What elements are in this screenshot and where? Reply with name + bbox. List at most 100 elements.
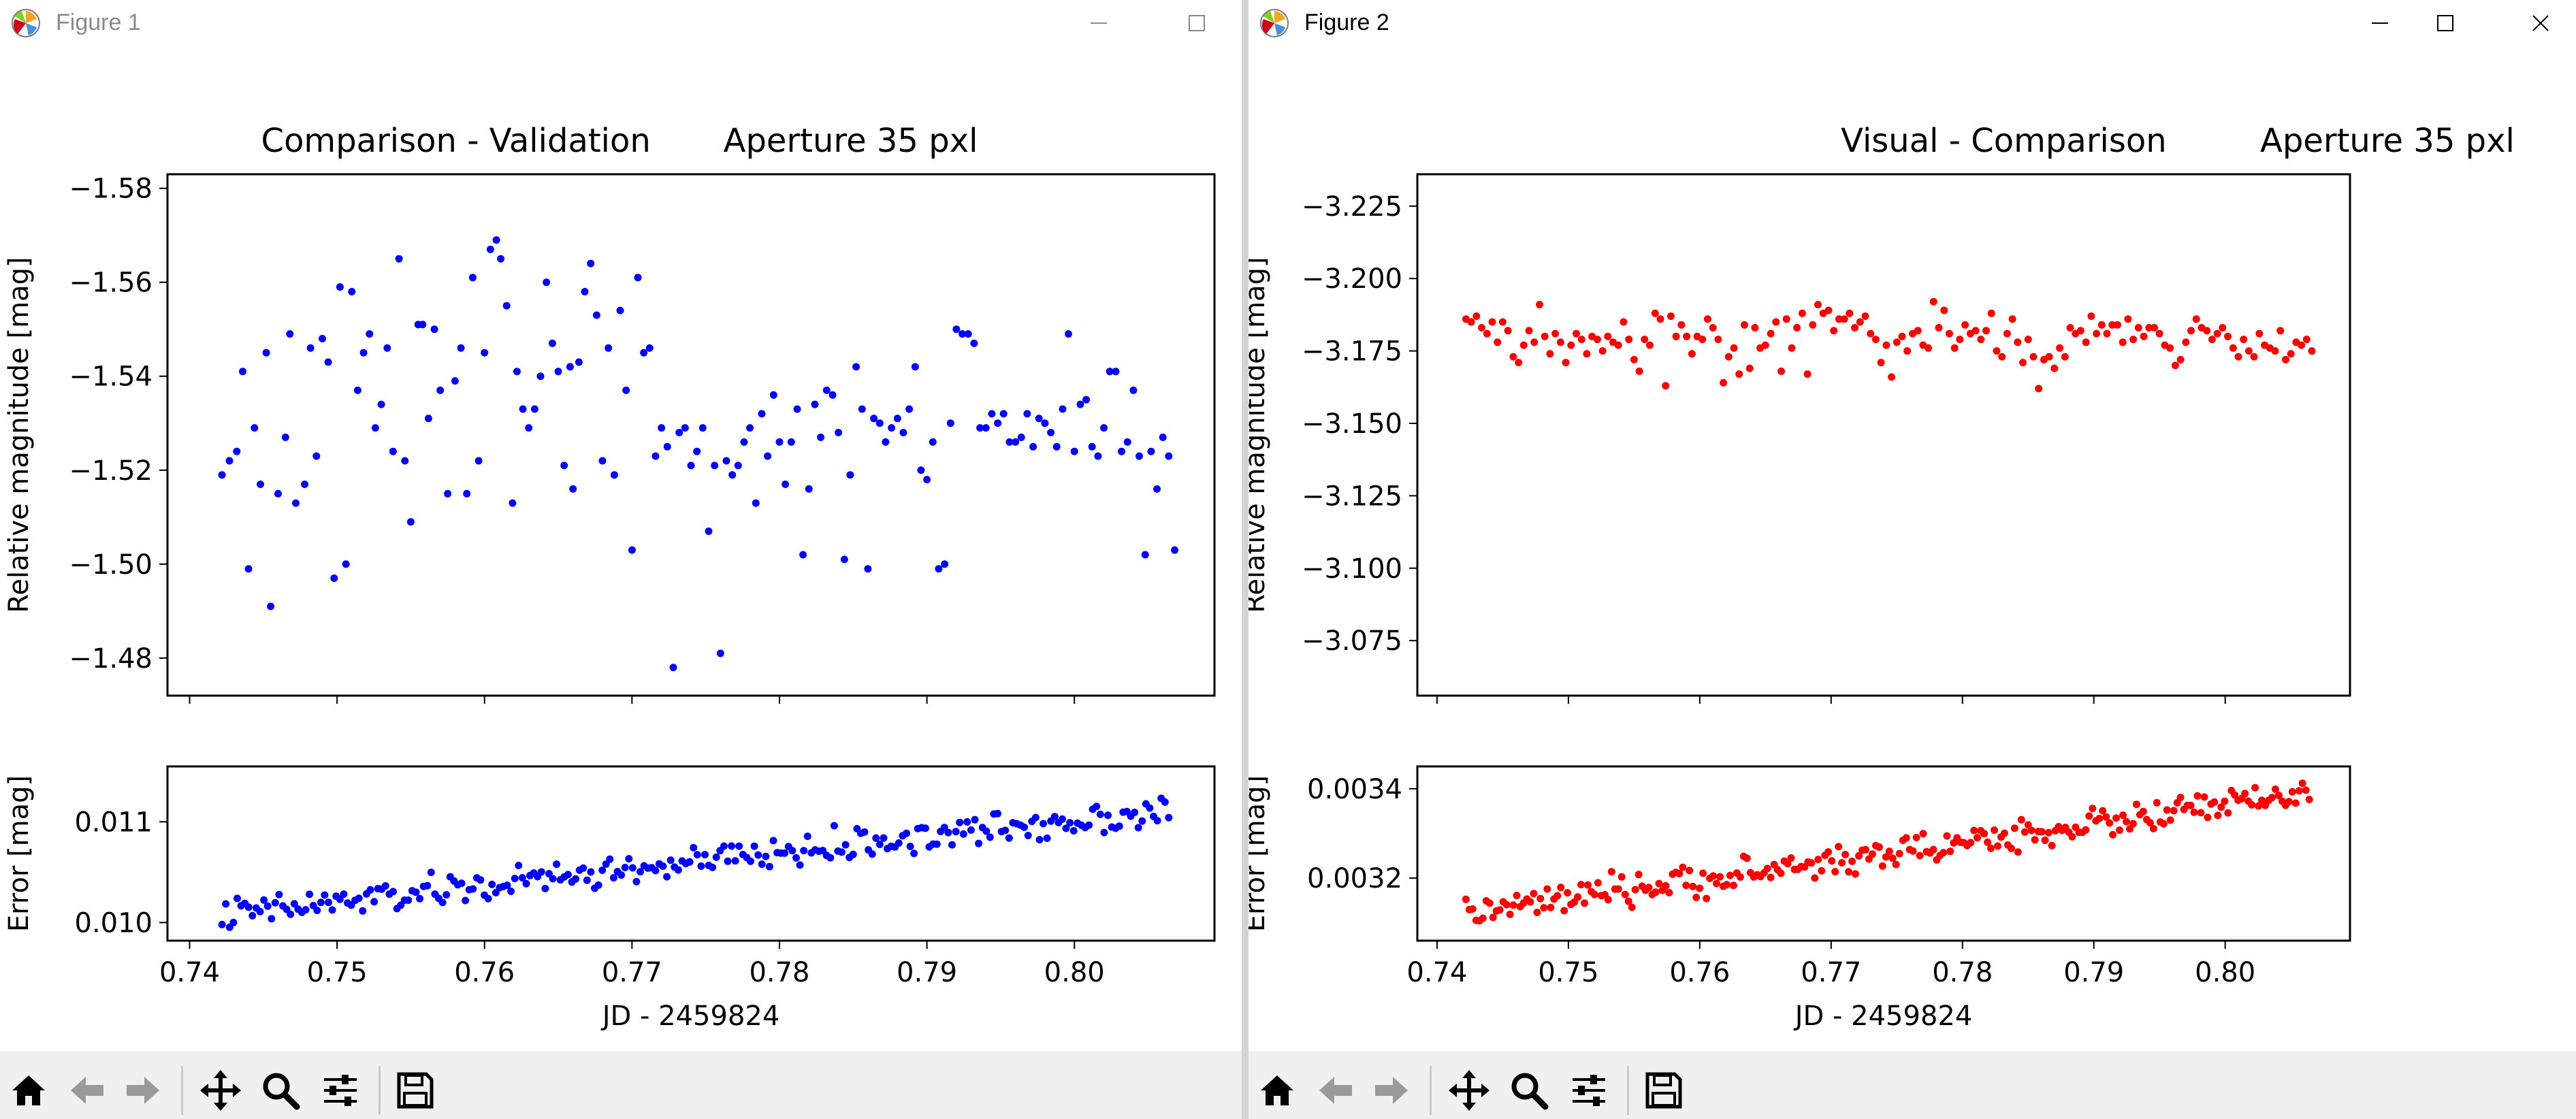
configure-subplots-icon [324,1075,357,1106]
data-point [762,852,770,860]
data-point [1479,914,1487,922]
maximize-button[interactable] [2413,0,2478,46]
data-point [826,854,835,862]
toolbar-separator [181,1066,183,1115]
back-button[interactable] [1311,1066,1360,1115]
data-point [1828,857,1836,865]
data-point [1024,832,1032,839]
data-point [964,330,972,338]
data-point [1824,306,1833,314]
data-point [306,890,314,898]
data-point [846,471,854,479]
data-point [1998,353,2006,361]
data-point [389,888,397,896]
data-point [1519,341,1528,349]
data-point [569,485,577,493]
forward-button[interactable] [1367,1066,1416,1115]
data-point [1885,847,1893,856]
pan-button[interactable] [1445,1066,1494,1115]
title-bar[interactable]: Figure 1 [0,0,1242,46]
data-point [799,551,807,559]
data-point [2089,805,2097,813]
data-point [262,348,270,357]
data-point [2068,832,2076,841]
x-tick-label: 0.74 [159,957,220,988]
data-point [1987,844,1995,852]
home-button[interactable] [4,1066,53,1115]
data-point [1035,836,1044,844]
zoom-button[interactable] [1504,1066,1553,1115]
data-point [1557,883,1565,892]
data-point [1012,438,1020,446]
data-point [321,891,329,899]
data-point [2019,359,2027,367]
y-tick-label: 0.011 [74,807,152,838]
minimize-button[interactable] [1066,0,1131,46]
data-point [1882,341,1890,349]
data-point [841,841,850,849]
data-point [1888,373,1896,381]
back-button[interactable] [63,1066,112,1115]
data-point [340,890,348,898]
data-point [1462,895,1470,903]
data-point [306,344,315,352]
save-button[interactable] [391,1066,440,1115]
data-point [963,818,971,826]
data-point [1807,859,1816,867]
data-point [1689,882,1697,890]
data-point [2145,324,2153,331]
data-point [1940,306,1948,314]
data-point [1525,327,1533,335]
data-point [1153,817,1161,825]
zoom-button[interactable] [256,1066,305,1115]
data-point [587,868,595,876]
data-point [1982,327,1990,335]
save-button[interactable] [1639,1066,1688,1115]
configure-subplots-button[interactable] [1564,1066,1613,1115]
data-point [1050,813,1059,821]
data-point [1574,893,1582,901]
axes-frame [166,173,1216,697]
data-point [637,868,644,876]
figure-canvas[interactable]: Visual - Comparison Aperture 35 pxl −3.2… [1249,46,2576,1051]
close-button[interactable] [2508,0,2573,46]
data-point [1161,798,1169,806]
data-point [895,839,903,847]
y-axis-label: Relative magnitude [mag] [1249,257,1271,613]
data-point [2241,790,2249,798]
data-point [982,424,990,432]
data-point [2203,327,2211,335]
data-point [994,809,1001,817]
data-point [1540,904,1548,912]
data-point [1703,315,1711,323]
data-point [2124,315,2132,323]
data-point [822,386,831,394]
maximize-button[interactable] [1164,0,1229,46]
data-point [1509,353,1517,361]
configure-subplots-button[interactable] [316,1066,365,1115]
data-point [1675,870,1684,877]
data-point [2276,327,2285,335]
data-point [1096,810,1104,818]
pan-button[interactable] [196,1066,245,1115]
data-point [697,862,705,870]
home-button[interactable] [1253,1066,1302,1115]
forward-button[interactable] [118,1066,167,1115]
data-point [530,405,538,413]
data-point [888,424,896,432]
data-point [622,386,630,394]
data-point [1868,850,1876,858]
minimize-button[interactable] [2347,0,2413,46]
data-point [2035,385,2043,393]
data-point [1814,856,1822,864]
data-point [2214,811,2222,820]
figure-canvas[interactable]: Comparison - Validation Aperture 35 pxl … [0,46,1242,1051]
title-bar[interactable]: Figure 2 [1249,0,2576,46]
data-point [225,457,234,465]
data-point [469,885,477,893]
data-point [274,489,282,498]
data-point [793,405,801,413]
data-point [787,438,795,446]
data-point [474,457,483,465]
data-point [1784,860,1792,868]
